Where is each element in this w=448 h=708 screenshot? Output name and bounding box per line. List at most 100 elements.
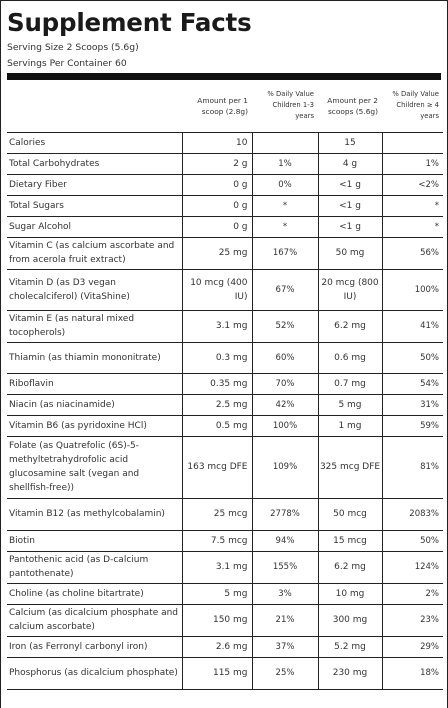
nutrient-name: Niacin (as niacinamide) (7, 394, 182, 416)
dv-children-1-3: 0% (251, 174, 318, 196)
table-row: Vitamin E (as natural mixed tocopherols)… (7, 310, 443, 343)
dv-children-4: * (381, 216, 443, 238)
amount-per-2-scoops: 230 mg (317, 657, 382, 690)
table-row: Total Carbohydrates 2 g 1% 4 g 1% (7, 153, 443, 175)
dv-children-4: 124% (381, 551, 443, 584)
amount-per-2-scoops: 20 mcg (800 IU) (317, 269, 382, 311)
amount-per-1-scoop: 115 mg (181, 657, 252, 690)
amount-per-1-scoop: 10 (181, 132, 252, 154)
dv-children-4: 2% (381, 583, 443, 605)
header-amount-2-scoops: Amount per 2 scoops (5.6g) (318, 80, 382, 133)
thick-divider (7, 73, 441, 80)
amount-per-1-scoop: 0.3 mg (181, 342, 252, 374)
dv-children-1-3: 100% (251, 415, 318, 437)
dv-children-4: * (381, 195, 443, 217)
dv-children-4: 18% (381, 657, 443, 690)
dv-children-1-3: 2778% (251, 498, 318, 531)
amount-per-1-scoop: 0 g (181, 195, 252, 217)
nutrient-name: Vitamin D (as D3 vegan cholecalciferol) … (7, 269, 182, 311)
header-amount-1-scoop: Amount per 1 scoop (2.8g) (182, 80, 252, 133)
amount-per-1-scoop: 25 mg (181, 237, 252, 270)
dv-children-1-3: 70% (251, 373, 318, 395)
amount-per-2-scoops: 6.2 mg (317, 310, 382, 343)
dv-children-1-3 (251, 132, 318, 154)
table-row: Vitamin D (as D3 vegan cholecalciferol) … (7, 269, 443, 311)
dv-children-1-3: 109% (251, 436, 318, 499)
amount-per-2-scoops: 5 mg (317, 394, 382, 416)
table-row: Pantothenic acid (as D-calcium pantothen… (7, 551, 443, 584)
amount-per-2-scoops: 1 mg (317, 415, 382, 437)
amount-per-2-scoops: 15 (317, 132, 382, 154)
amount-per-2-scoops: 0.7 mg (317, 373, 382, 395)
amount-per-1-scoop: 2.6 mg (181, 636, 252, 658)
dv-children-1-3: 167% (251, 237, 318, 270)
dv-children-1-3: 1% (251, 153, 318, 175)
amount-per-2-scoops: 15 mcg (317, 530, 382, 552)
nutrient-name: Phosphorus (as dicalcium phosphate) (7, 657, 182, 690)
amount-per-2-scoops: 50 mcg (317, 498, 382, 531)
amount-per-2-scoops: 50 mg (317, 237, 382, 270)
amount-per-1-scoop: 0 g (181, 216, 252, 238)
nutrient-name: Total Carbohydrates (7, 153, 182, 175)
dv-children-4: 81% (381, 436, 443, 499)
dv-children-4: <2% (381, 174, 443, 196)
table-row: Calories 10 15 (7, 132, 443, 154)
dv-children-4: 54% (381, 373, 443, 395)
amount-per-1-scoop: 150 mg (181, 604, 252, 637)
dv-children-4: 2083% (381, 498, 443, 531)
dv-children-4: 41% (381, 310, 443, 343)
nutrient-table: Amount per 1 scoop (2.8g) % Daily Value … (7, 80, 443, 690)
dv-children-4 (381, 132, 443, 154)
dv-children-1-3: * (251, 195, 318, 217)
dv-children-1-3: 52% (251, 310, 318, 343)
table-row: Calcium (as dicalcium phosphate and calc… (7, 604, 443, 637)
amount-per-1-scoop: 7.5 mcg (181, 530, 252, 552)
dv-children-4: 29% (381, 636, 443, 658)
table-row: Thiamin (as thiamin mononitrate) 0.3 mg 60… (7, 342, 443, 374)
table-row: Choline (as choline bitartrate) 5 mg 3% 10 … (7, 583, 443, 605)
amount-per-1-scoop: 25 mcg (181, 498, 252, 531)
amount-per-1-scoop: 3.1 mg (181, 310, 252, 343)
table-row: Riboflavin 0.35 mg 70% 0.7 mg 54% (7, 373, 443, 395)
amount-per-2-scoops: 5.2 mg (317, 636, 382, 658)
nutrient-name: Pantothenic acid (as D-calcium pantothen… (7, 551, 182, 584)
table-row: Dietary Fiber 0 g 0% <1 g <2% (7, 174, 443, 196)
header-dv-children-1-3: % Daily Value Children 1-3 years (252, 80, 318, 133)
nutrient-name: Choline (as choline bitartrate) (7, 583, 182, 605)
nutrient-name: Riboflavin (7, 373, 182, 395)
amount-per-2-scoops: 300 mg (317, 604, 382, 637)
nutrient-name: Iron (as Ferronyl carbonyl iron) (7, 636, 182, 658)
nutrient-name: Thiamin (as thiamin mononitrate) (7, 342, 182, 374)
table-row: Niacin (as niacinamide) 2.5 mg 42% 5 mg 31% (7, 394, 443, 416)
dv-children-1-3: 37% (251, 636, 318, 658)
header-blank (7, 80, 182, 133)
amount-per-2-scoops: 325 mcg DFE (317, 436, 382, 499)
amount-per-1-scoop: 10 mcg (400 IU) (181, 269, 252, 311)
amount-per-1-scoop: 2.5 mg (181, 394, 252, 416)
amount-per-2-scoops: 0.6 mg (317, 342, 382, 374)
table-row: Folate (as Quatrefolic (6S)-5-methyltetr… (7, 436, 443, 499)
dv-children-1-3: 3% (251, 583, 318, 605)
amount-per-2-scoops: 4 g (317, 153, 382, 175)
dv-children-4: 23% (381, 604, 443, 637)
dv-children-1-3: 155% (251, 551, 318, 584)
dv-children-4: 31% (381, 394, 443, 416)
dv-children-4: 59% (381, 415, 443, 437)
table-row: Sugar Alcohol 0 g * <1 g * (7, 216, 443, 238)
dv-children-1-3: 67% (251, 269, 318, 311)
dv-children-1-3: 94% (251, 530, 318, 552)
dv-children-1-3: 42% (251, 394, 318, 416)
servings-per-container: Servings Per Container 60 (7, 58, 127, 69)
serving-size: Serving Size 2 Scoops (5.6g) (7, 42, 139, 53)
dv-children-1-3: 60% (251, 342, 318, 374)
amount-per-1-scoop: 5 mg (181, 583, 252, 605)
nutrient-name: Folate (as Quatrefolic (6S)-5-methyltetr… (7, 436, 182, 499)
dv-children-1-3: * (251, 216, 318, 238)
dv-children-4: 56% (381, 237, 443, 270)
amount-per-1-scoop: 2 g (181, 153, 252, 175)
amount-per-1-scoop: 163 mcg DFE (181, 436, 252, 499)
table-header-row: Amount per 1 scoop (2.8g) % Daily Value … (7, 80, 443, 133)
table-row: Biotin 7.5 mcg 94% 15 mcg 50% (7, 530, 443, 552)
nutrient-name: Total Sugars (7, 195, 182, 217)
